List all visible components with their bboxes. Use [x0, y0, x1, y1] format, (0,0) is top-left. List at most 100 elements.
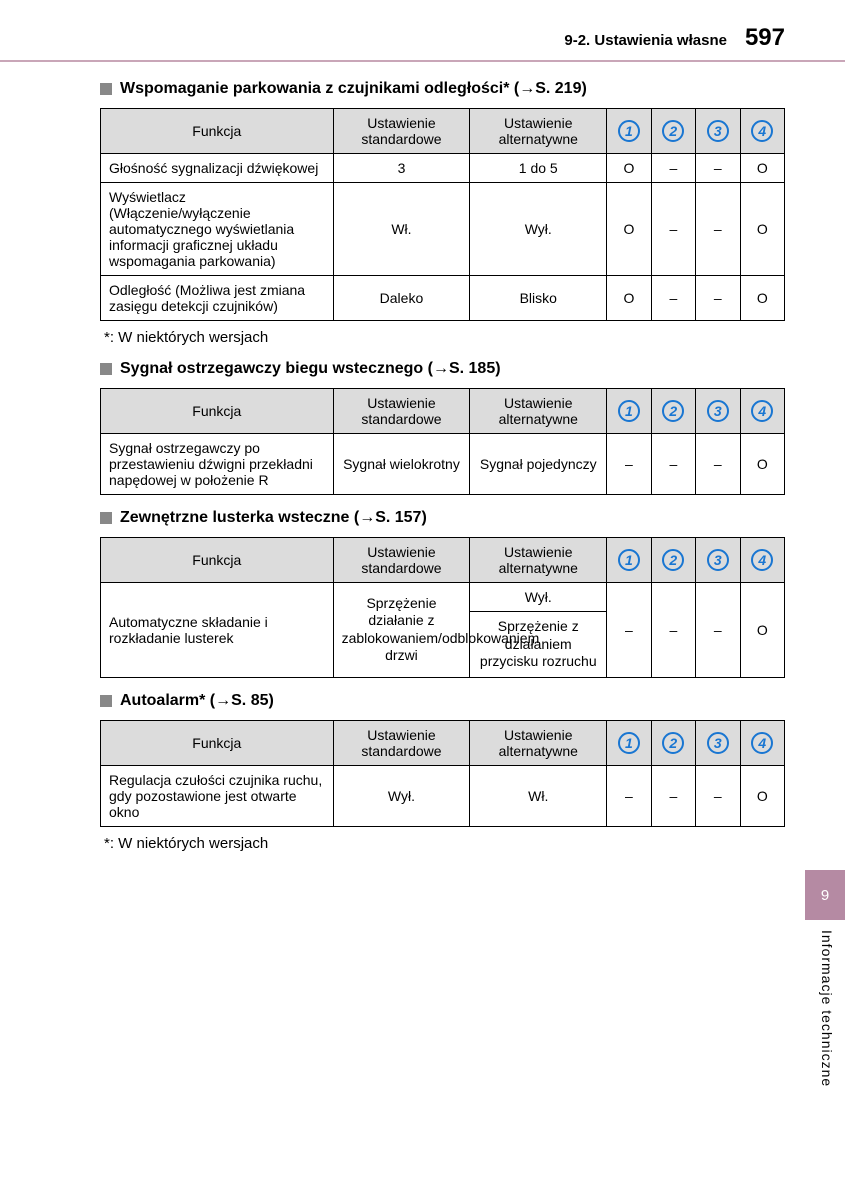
mark-cell: – [651, 154, 695, 183]
mark-cell: – [651, 276, 695, 321]
mark-cell: O [740, 276, 784, 321]
alt-cell: 1 do 5 [470, 154, 607, 183]
circled-number-icon: 3 [707, 400, 729, 422]
col-fn: Funkcja [101, 109, 334, 154]
col-std: Ustawienie standardowe [333, 389, 470, 434]
mark-cell: – [607, 583, 651, 678]
mark-cell: – [607, 434, 651, 495]
std-cell: 3 [333, 154, 470, 183]
mark-cell: O [740, 765, 784, 826]
mark-cell: – [696, 583, 740, 678]
chapter-label: Informacje techniczne [819, 930, 835, 1087]
alt-cell: Wł. [470, 765, 607, 826]
section-title: Wspomaganie parkowania z czujnikami odle… [100, 80, 785, 98]
col-icon-3: 3 [696, 389, 740, 434]
fn-cell: Odległość (Możliwa jest zmiana zasięgu d… [101, 276, 334, 321]
section-title-text: Wspomaganie parkowania z czujnikami odle… [120, 80, 587, 98]
square-bullet-icon [100, 512, 112, 524]
circled-number-icon: 1 [618, 732, 640, 754]
settings-table: FunkcjaUstawienie standardoweUstawienie … [100, 720, 785, 827]
mark-cell: – [696, 765, 740, 826]
std-cell: Wył. [333, 765, 470, 826]
mark-cell: – [651, 583, 695, 678]
section-title-text: Sygnał ostrzegawczy biegu wstecznego (→S… [120, 360, 501, 378]
mark-cell: – [607, 765, 651, 826]
col-fn: Funkcja [101, 389, 334, 434]
circled-number-icon: 2 [662, 120, 684, 142]
circled-number-icon: 4 [751, 732, 773, 754]
mark-cell: – [696, 183, 740, 276]
square-bullet-icon [100, 695, 112, 707]
mark-cell: – [696, 154, 740, 183]
col-icon-4: 4 [740, 720, 784, 765]
col-std: Ustawienie standardowe [333, 538, 470, 583]
mark-cell: – [651, 434, 695, 495]
col-icon-4: 4 [740, 109, 784, 154]
std-cell: Wł. [333, 183, 470, 276]
mark-cell: O [607, 183, 651, 276]
mark-cell: O [740, 154, 784, 183]
section-label: 9-2. Ustawienia własne [564, 32, 727, 49]
square-bullet-icon [100, 83, 112, 95]
square-bullet-icon [100, 363, 112, 375]
mark-cell: – [651, 765, 695, 826]
circled-number-icon: 1 [618, 549, 640, 571]
col-icon-3: 3 [696, 538, 740, 583]
circled-number-icon: 4 [751, 400, 773, 422]
std-cell: Sygnał wielokrotny [333, 434, 470, 495]
mark-cell: O [607, 154, 651, 183]
settings-table: FunkcjaUstawienie standardoweUstawienie … [100, 388, 785, 495]
circled-number-icon: 1 [618, 400, 640, 422]
std-cell: Sprzężenie działanie z zablokowaniem/odb… [333, 583, 470, 678]
mark-cell: O [607, 276, 651, 321]
alt-cell: Wył. [470, 583, 607, 612]
col-icon-4: 4 [740, 389, 784, 434]
table-row: Regulacja czułości czujnika ruchu, gdy p… [101, 765, 785, 826]
mark-cell: – [696, 276, 740, 321]
mark-cell: – [651, 183, 695, 276]
circled-number-icon: 4 [751, 120, 773, 142]
alt-cell: Sygnał pojedynczy [470, 434, 607, 495]
col-alt: Ustawienie alternatywne [470, 389, 607, 434]
alt-cell: Wył. [470, 183, 607, 276]
mark-cell: O [740, 183, 784, 276]
section-title-text: Autoalarm* (→S. 85) [120, 692, 274, 710]
table-row: Wyświetlacz (Włączenie/wyłączenie automa… [101, 183, 785, 276]
col-icon-1: 1 [607, 720, 651, 765]
fn-cell: Wyświetlacz (Włączenie/wyłączenie automa… [101, 183, 334, 276]
footnote: *: W niektórych wersjach [104, 329, 785, 346]
page-content: Wspomaganie parkowania z czujnikami odle… [0, 80, 845, 852]
std-cell: Daleko [333, 276, 470, 321]
circled-number-icon: 3 [707, 732, 729, 754]
section-title-text: Zewnętrzne lusterka wsteczne (→S. 157) [120, 509, 427, 527]
table-row: Głośność sygnalizacji dźwiękowej31 do 5O… [101, 154, 785, 183]
col-icon-2: 2 [651, 109, 695, 154]
mark-cell: O [740, 583, 784, 678]
table-row: Sygnał ostrzegawczy po przestawieniu dźw… [101, 434, 785, 495]
col-alt: Ustawienie alternatywne [470, 720, 607, 765]
circled-number-icon: 2 [662, 400, 684, 422]
col-icon-2: 2 [651, 538, 695, 583]
settings-table: FunkcjaUstawienie standardoweUstawienie … [100, 108, 785, 321]
col-std: Ustawienie standardowe [333, 720, 470, 765]
chapter-tab: 9 [805, 870, 845, 920]
circled-number-icon: 2 [662, 549, 684, 571]
col-icon-3: 3 [696, 720, 740, 765]
col-icon-2: 2 [651, 389, 695, 434]
fn-cell: Sygnał ostrzegawczy po przestawieniu dźw… [101, 434, 334, 495]
fn-cell: Automatyczne składanie i rozkładanie lus… [101, 583, 334, 678]
col-icon-3: 3 [696, 109, 740, 154]
col-alt: Ustawienie alternatywne [470, 538, 607, 583]
section-title: Autoalarm* (→S. 85) [100, 692, 785, 710]
settings-table: FunkcjaUstawienie standardoweUstawienie … [100, 537, 785, 678]
alt-cell: Blisko [470, 276, 607, 321]
col-fn: Funkcja [101, 538, 334, 583]
col-icon-4: 4 [740, 538, 784, 583]
circled-number-icon: 2 [662, 732, 684, 754]
col-icon-1: 1 [607, 109, 651, 154]
col-fn: Funkcja [101, 720, 334, 765]
mark-cell: – [696, 434, 740, 495]
col-icon-1: 1 [607, 538, 651, 583]
circled-number-icon: 4 [751, 549, 773, 571]
circled-number-icon: 1 [618, 120, 640, 142]
